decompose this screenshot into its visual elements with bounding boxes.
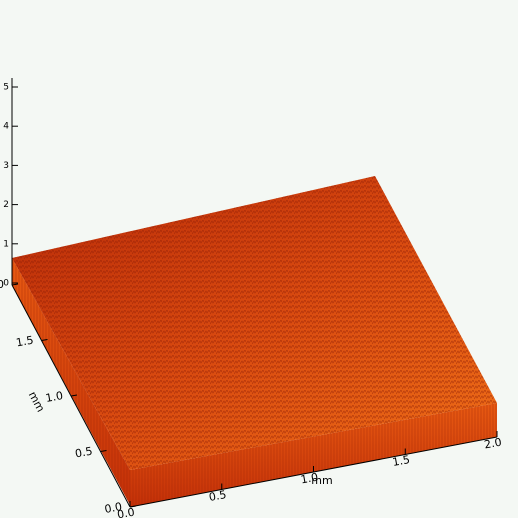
x-tick-label: 1.5: [391, 453, 410, 469]
z-tick-label: 4: [3, 122, 9, 132]
z-tick-label: 2: [3, 200, 9, 210]
y-tick-label: 1.0: [45, 389, 64, 405]
z-tick-label: 1: [3, 239, 9, 249]
y-tick: [129, 505, 137, 508]
z-tick-label: 3: [3, 161, 9, 171]
y-tick: [100, 450, 107, 452]
surface: [12, 176, 497, 507]
x-tick-label: 2.0: [483, 436, 502, 452]
y-tick: [11, 283, 19, 286]
z-tick-label: 0: [3, 279, 9, 289]
x-axis-title: mm: [311, 474, 332, 487]
y-tick: [41, 339, 48, 341]
y-tick-label: 1.5: [15, 334, 34, 350]
x-tick-label: 0.0: [116, 506, 135, 518]
y-tick: [70, 394, 78, 397]
y-tick-label: 0.5: [74, 445, 93, 461]
x-tick-label: 0.5: [208, 488, 227, 504]
y-tick-label: 2.0: [0, 278, 4, 291]
z-tick-label: 5: [3, 83, 9, 93]
x-tick-label: 1.0: [300, 471, 319, 487]
y-tick-label: 0.0: [104, 500, 123, 516]
